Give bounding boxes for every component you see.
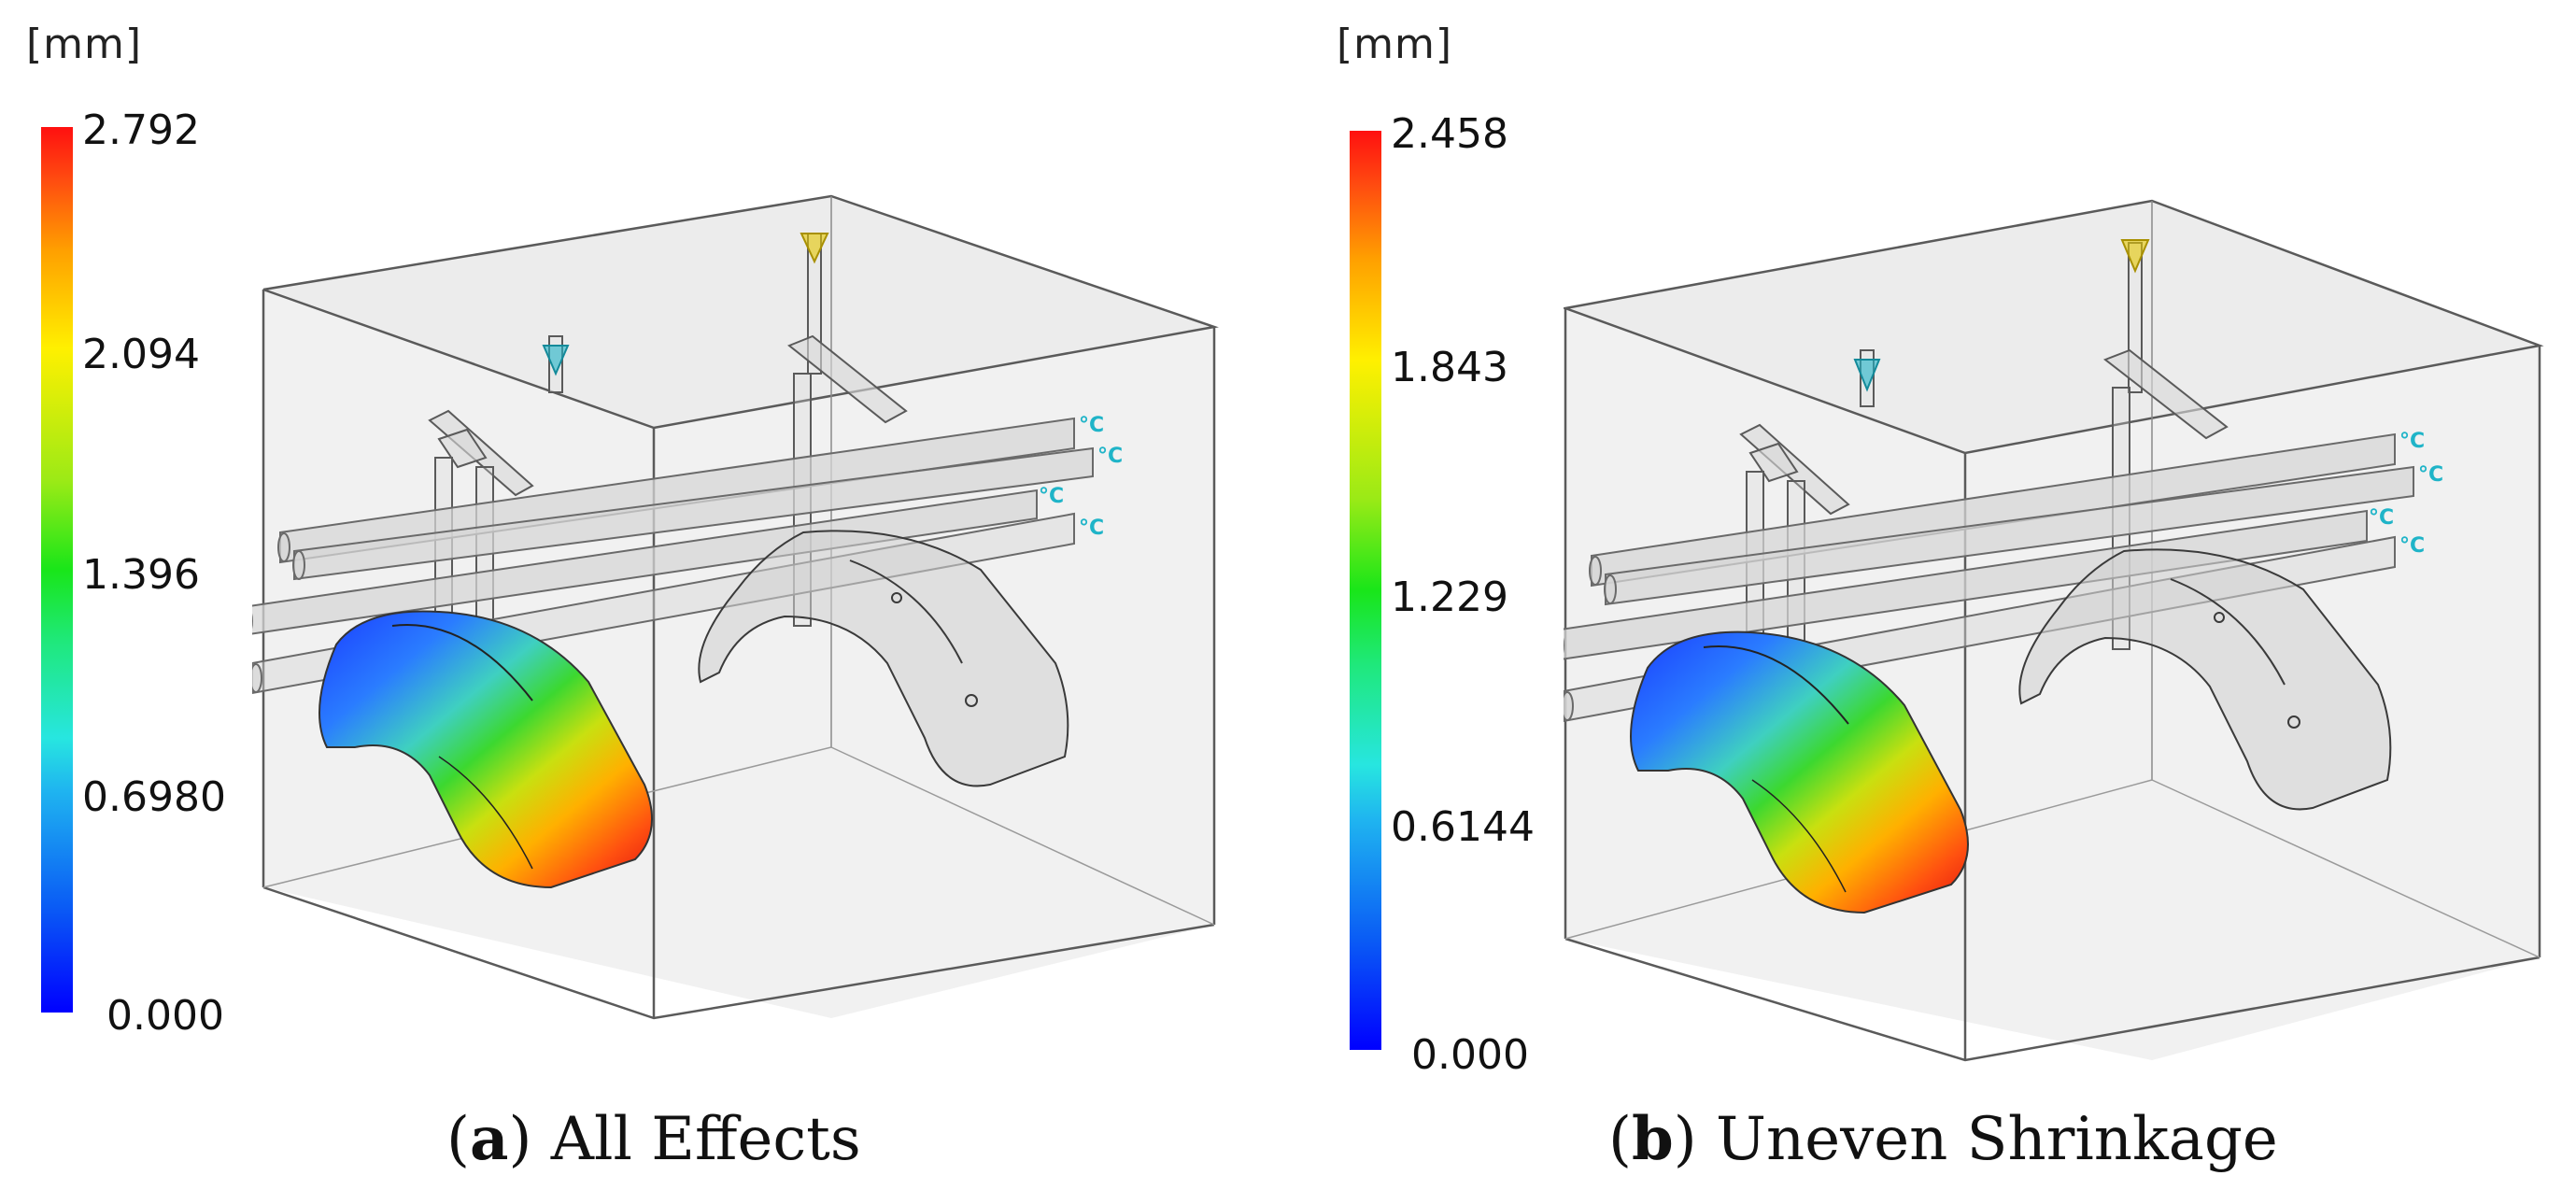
coolant-markers: °C °C °C °C — [1039, 414, 1123, 540]
deflection-part-colored — [318, 610, 653, 889]
scale-tick-min: 0.000 — [106, 992, 224, 1040]
coolant-marker-3: °C — [2418, 463, 2443, 487]
caption-letter: b — [1631, 1104, 1674, 1174]
scale-tick-1: 0.6980 — [82, 773, 226, 821]
deflection-part-colored — [1630, 630, 1969, 914]
coolant-marker-4: °C — [2399, 534, 2425, 558]
scale-tick-min: 0.000 — [1411, 1031, 1529, 1079]
scale-tick-3: 1.843 — [1391, 344, 1508, 391]
coolant-markers: °C °C °C °C — [2369, 430, 2443, 558]
panel-uneven-shrinkage: [mm] 2.458 1.843 1.229 0.6144 0.000 — [1288, 0, 2576, 1204]
unit-label: [mm] — [26, 21, 143, 68]
scale-tick-2: 1.396 — [82, 551, 200, 599]
coolant-marker-3: °C — [1097, 445, 1123, 468]
caption-panel-a: (a) All Effects — [446, 1104, 861, 1174]
caption-panel-b: (b) Uneven Shrinkage — [1608, 1104, 2278, 1174]
caption-letter: a — [469, 1104, 509, 1174]
scale-tick-1: 0.6144 — [1391, 803, 1535, 851]
color-scale-bar — [1350, 131, 1381, 1050]
coolant-marker-4: °C — [1079, 517, 1104, 540]
coolant-marker-2: °C — [2399, 430, 2425, 453]
coolant-marker-2: °C — [1079, 414, 1104, 437]
reference-part-gray — [2018, 548, 2392, 811]
color-scale-bar — [41, 127, 73, 1013]
scale-tick-max: 2.792 — [82, 106, 200, 154]
reference-part-gray — [698, 530, 1069, 787]
panel-all-effects: [mm] 2.792 2.094 1.396 0.6980 0.000 — [26, 21, 1219, 1174]
coolant-marker-1: °C — [1039, 485, 1064, 508]
mold-scene-view: °C °C °C °C — [252, 194, 1219, 1020]
unit-label: [mm] — [1337, 21, 1453, 68]
scale-tick-max: 2.458 — [1391, 110, 1508, 158]
scale-tick-2: 1.229 — [1391, 574, 1508, 621]
caption-text: All Effects — [550, 1105, 861, 1174]
scale-tick-3: 2.094 — [82, 331, 200, 378]
mold-scene-view: °C °C °C °C — [1564, 199, 2544, 1062]
caption-text: Uneven Shrinkage — [1716, 1105, 2278, 1174]
coolant-marker-1: °C — [2369, 506, 2394, 530]
